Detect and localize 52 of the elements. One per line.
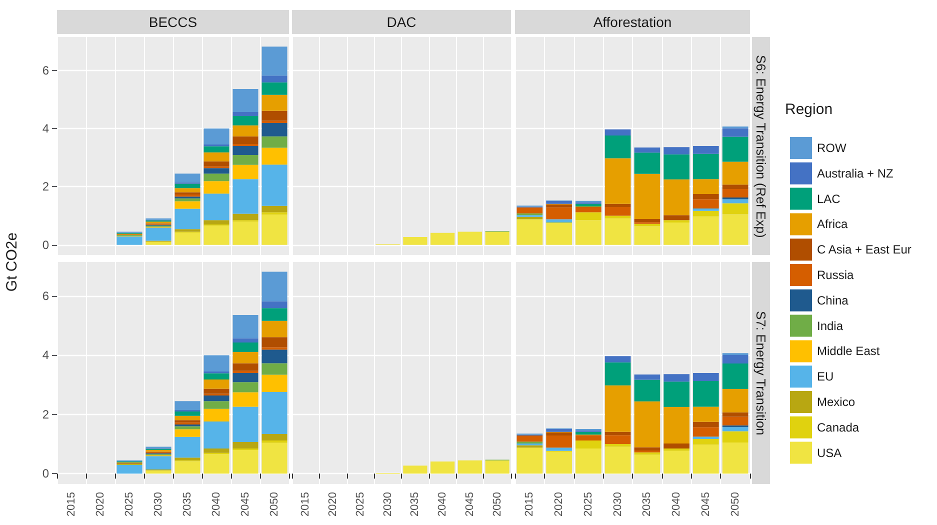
legend-label: ROW bbox=[817, 141, 847, 155]
x-tick-label: 2040 bbox=[436, 492, 449, 516]
y-tick-label: 4 bbox=[42, 122, 50, 136]
x-tick-label: 2045 bbox=[240, 492, 252, 516]
text: S6: Energy Transition (Ref Exp) bbox=[752, 37, 770, 255]
y-axis-title: Gt CO2e bbox=[4, 232, 20, 292]
text: S7: Energy Transition bbox=[752, 262, 770, 484]
chart-title: DAC bbox=[292, 10, 511, 34]
x-tick-label: 2050 bbox=[491, 492, 504, 516]
x-tick-label: 2050 bbox=[729, 492, 742, 516]
x-tick-label: 2035 bbox=[641, 492, 654, 516]
legend-label: Australia + NZ bbox=[817, 166, 894, 180]
x-tick-label: 2015 bbox=[66, 492, 78, 516]
x-tick-label: 2045 bbox=[464, 492, 476, 516]
x-tick-label: 2035 bbox=[409, 492, 422, 516]
legend-label: Russia bbox=[817, 268, 854, 282]
x-tick-label: 2025 bbox=[124, 492, 136, 516]
legend-label: Africa bbox=[817, 217, 848, 232]
legend-label: Canada bbox=[817, 420, 860, 434]
x-tick-label: 2040 bbox=[210, 492, 222, 516]
y-tick-label: 4 bbox=[42, 348, 50, 362]
y-tick-label: 0 bbox=[42, 466, 50, 481]
x-tick-label: 2020 bbox=[327, 492, 340, 516]
y-tick-label: 6 bbox=[42, 289, 50, 304]
x-tick-label: 2040 bbox=[670, 492, 683, 516]
x-tick-label: 2020 bbox=[553, 492, 566, 516]
legend-label: Mexico bbox=[817, 395, 856, 409]
legend-label: C Asia + East Eur bbox=[817, 242, 912, 257]
y-tick-label: 6 bbox=[42, 63, 50, 78]
legend-label: USA bbox=[817, 446, 842, 460]
y-tick-label: 0 bbox=[42, 238, 50, 252]
y-tick-label: 2 bbox=[42, 180, 50, 194]
x-tick-label: 2030 bbox=[612, 492, 624, 516]
chart-title: Afforestation bbox=[515, 10, 750, 34]
x-tick-label: 2015 bbox=[300, 492, 312, 516]
chart-title: BECCS bbox=[57, 10, 289, 34]
x-tick-label: 2045 bbox=[700, 492, 712, 516]
y-tick-label: 2 bbox=[42, 407, 50, 422]
legend-label: LAC bbox=[817, 192, 841, 206]
legend-title: Region bbox=[785, 101, 833, 118]
legend-label: EU bbox=[817, 370, 834, 384]
x-tick-label: 2030 bbox=[152, 492, 164, 516]
x-tick-label: 2050 bbox=[268, 492, 280, 516]
x-tick-label: 2025 bbox=[354, 492, 366, 516]
legend-label: China bbox=[817, 293, 849, 308]
x-tick-label: 2035 bbox=[182, 492, 194, 516]
legend-label: India bbox=[817, 318, 844, 333]
x-tick-label: 2025 bbox=[582, 492, 594, 516]
x-tick-label: 2015 bbox=[524, 492, 536, 516]
x-tick-label: 2030 bbox=[382, 492, 394, 516]
legend-label: Middle East bbox=[817, 344, 880, 358]
x-tick-label: 2020 bbox=[94, 492, 106, 516]
